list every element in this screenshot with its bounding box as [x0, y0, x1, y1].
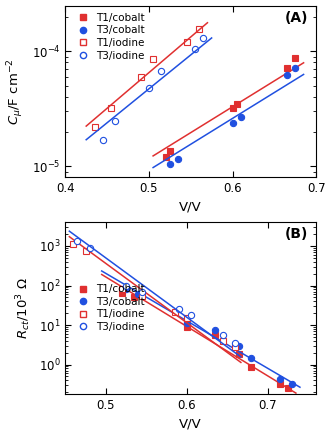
Y-axis label: $R_{ct}$/10$^3$ $\Omega$: $R_{ct}$/10$^3$ $\Omega$	[15, 277, 33, 339]
Legend: T1/cobalt, T3/cobalt, T1/iodine, T3/iodine: T1/cobalt, T3/cobalt, T1/iodine, T3/iodi…	[71, 282, 147, 334]
Text: (A): (A)	[285, 11, 308, 25]
Y-axis label: $C_\mu$/F cm$^{-2}$: $C_\mu$/F cm$^{-2}$	[6, 58, 26, 125]
Text: (B): (B)	[285, 227, 308, 241]
Legend: T1/cobalt, T3/cobalt, T1/iodine, T3/iodine: T1/cobalt, T3/cobalt, T1/iodine, T3/iodi…	[71, 11, 147, 63]
X-axis label: V/V: V/V	[179, 417, 202, 430]
X-axis label: V/V: V/V	[179, 201, 202, 214]
